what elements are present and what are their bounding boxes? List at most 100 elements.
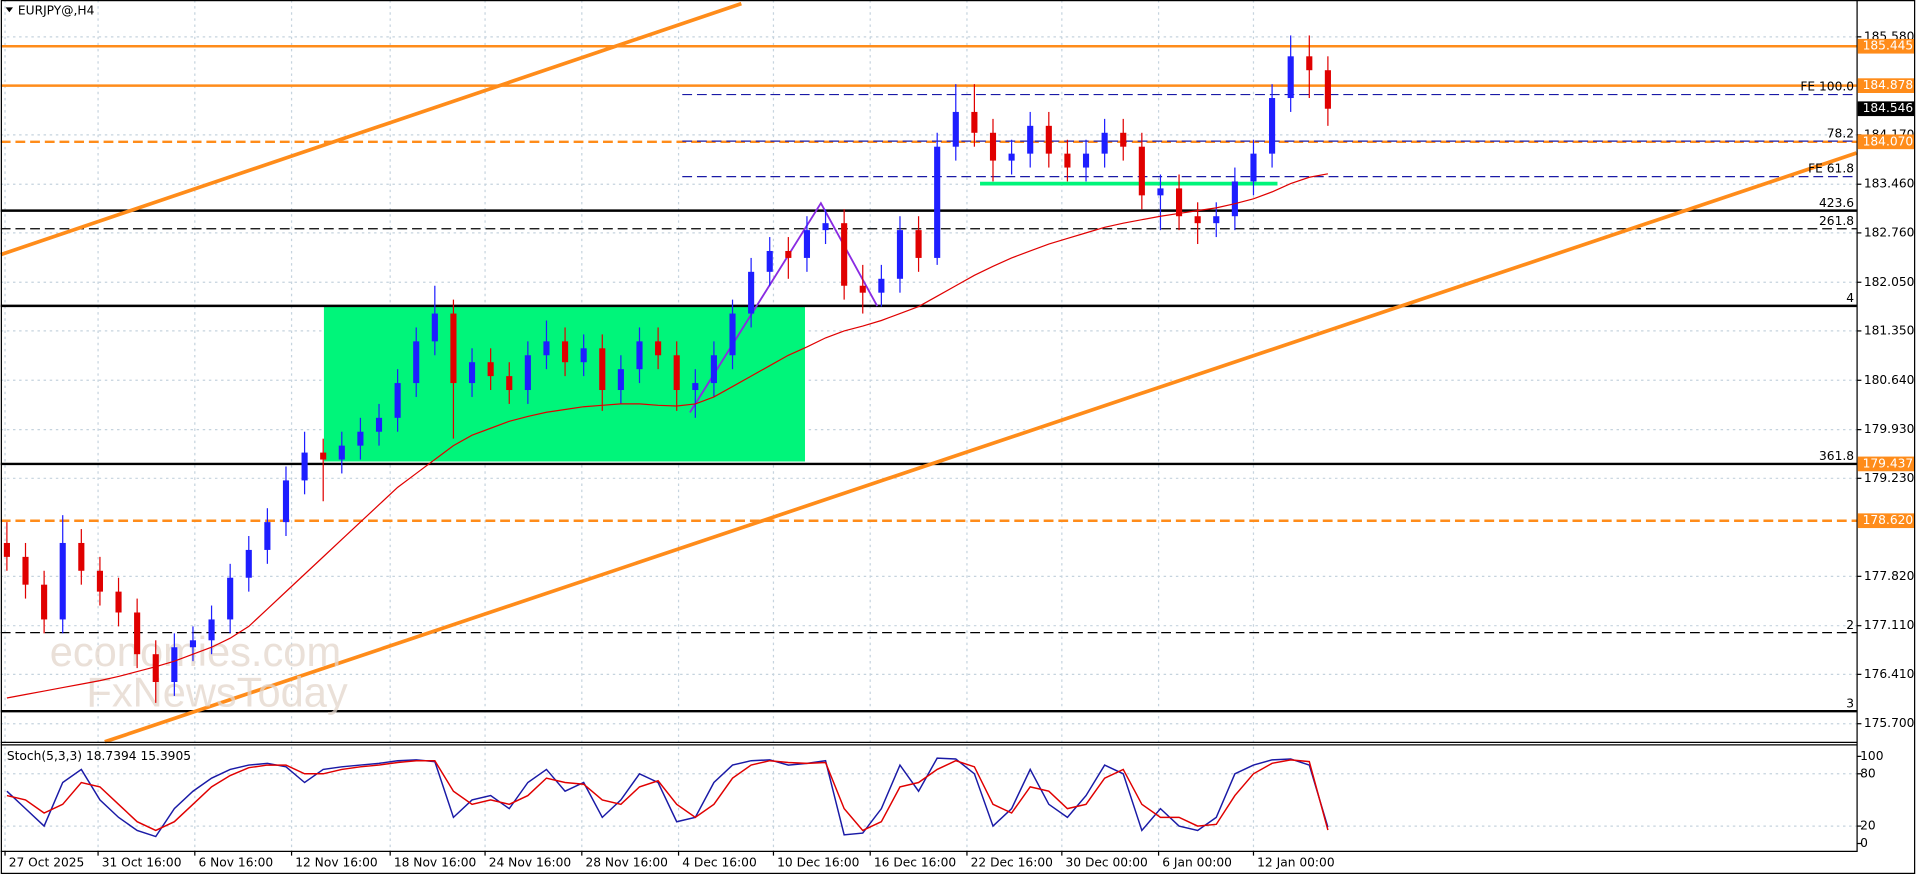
candle-body	[320, 452, 327, 460]
candle-body	[1027, 125, 1034, 154]
candle-body	[710, 355, 717, 384]
candle-body	[692, 383, 699, 391]
candle-body	[1324, 70, 1331, 109]
x-tick-label: 24 Nov 16:00	[489, 855, 571, 869]
candle-body	[1213, 216, 1220, 224]
y-tick-label: 181.350	[1864, 323, 1915, 337]
candle-body	[543, 341, 550, 356]
candle-body	[1231, 181, 1238, 217]
candle-body	[1120, 132, 1127, 147]
candle-body	[1101, 132, 1108, 154]
candle-body	[1194, 216, 1201, 224]
candle-body	[841, 223, 848, 286]
stoch-line	[6, 759, 1329, 832]
y-tick-label: 176.410	[1864, 667, 1915, 681]
level-tag: 423.6	[1819, 196, 1854, 210]
trendline	[0, 1, 742, 257]
watermark: FxNewsToday	[86, 668, 347, 715]
x-tick-label: 30 Dec 00:00	[1066, 855, 1148, 869]
candle-body	[301, 452, 308, 481]
candle-body	[1287, 56, 1294, 99]
candle-body	[282, 480, 290, 523]
candle-body	[375, 417, 383, 432]
x-tick-label: 6 Nov 16:00	[198, 855, 273, 869]
y-tick-label: 179.230	[1864, 471, 1915, 485]
y-tick-label: 182.050	[1864, 275, 1915, 289]
candle-body	[748, 271, 755, 314]
candle-body	[524, 355, 531, 391]
candle-body	[1306, 56, 1313, 71]
candle-body	[766, 250, 773, 272]
candle-body	[859, 285, 866, 293]
x-tick-label: 6 Jan 00:00	[1162, 855, 1232, 869]
price-box-label: 185.445	[1863, 39, 1914, 53]
candle-body	[1064, 153, 1071, 168]
candle-body	[78, 542, 85, 571]
y-tick-label: 175.700	[1864, 716, 1915, 730]
candle-body	[673, 355, 680, 391]
stoch-title: Stoch(5,3,3) 18.7394 15.3905	[7, 749, 191, 763]
menu-arrow	[5, 7, 14, 13]
x-tick-label: 10 Dec 16:00	[777, 855, 859, 869]
candle-body	[1157, 188, 1164, 196]
candle-body	[152, 654, 159, 683]
level-tag: 3	[1846, 696, 1854, 710]
y-tick-label: 180.640	[1864, 373, 1915, 387]
candle-body	[3, 542, 10, 557]
candle-body	[729, 313, 736, 356]
trendline	[104, 151, 1858, 744]
candle-body	[506, 376, 513, 391]
y-tick-label: 80	[1860, 766, 1876, 780]
candle-body	[1138, 146, 1145, 196]
price-box-label: 179.437	[1863, 456, 1914, 470]
candle-body	[227, 577, 234, 620]
levels	[0, 45, 1857, 713]
candle-body	[245, 549, 252, 578]
candle-body	[96, 570, 103, 592]
candle-body	[822, 223, 829, 231]
candle-body	[171, 647, 178, 683]
level-tag: 4	[1846, 291, 1854, 305]
candle-body	[1269, 98, 1276, 154]
candle-body	[394, 383, 401, 418]
zone	[323, 306, 805, 462]
price-box	[1857, 38, 1915, 54]
candle-body	[338, 445, 345, 460]
price-box	[1857, 134, 1915, 150]
y-tick-label: 100	[1860, 749, 1883, 763]
x-tick-label: 27 Oct 2025	[9, 855, 85, 869]
price-box	[1857, 456, 1915, 472]
price-box-label: 178.620	[1863, 513, 1914, 527]
candle-body	[115, 591, 122, 613]
candle-body	[22, 556, 29, 585]
candle-body	[1250, 153, 1257, 182]
candle-body	[1008, 153, 1015, 161]
candle-body	[59, 542, 66, 620]
candle-body	[450, 313, 457, 384]
candle-body	[468, 362, 476, 384]
candle-body	[1045, 125, 1052, 154]
candle-body	[655, 341, 662, 356]
x-tick-label: 12 Nov 16:00	[295, 855, 377, 869]
moving-average	[6, 173, 1329, 699]
x-tick-label: 18 Nov 16:00	[394, 855, 476, 869]
symbol-header: EURJPY@,H4	[18, 4, 95, 18]
candle-body	[896, 230, 904, 279]
candle-body	[208, 619, 215, 641]
x-tick-label: 31 Oct 16:00	[102, 855, 182, 869]
candle-body	[562, 341, 569, 363]
price-box-label: 184.546	[1863, 101, 1914, 115]
price-box-label: 184.070	[1863, 134, 1914, 148]
candle-body	[915, 230, 922, 258]
candle-body	[934, 146, 941, 258]
candle-body	[971, 111, 978, 133]
candle-body	[580, 348, 587, 363]
candle-body	[803, 230, 811, 258]
candle-body	[189, 640, 197, 648]
candle-body	[431, 313, 438, 342]
y-tick-label: 182.760	[1864, 225, 1915, 239]
price-box	[1857, 78, 1915, 93]
stoch-line	[6, 757, 1329, 838]
